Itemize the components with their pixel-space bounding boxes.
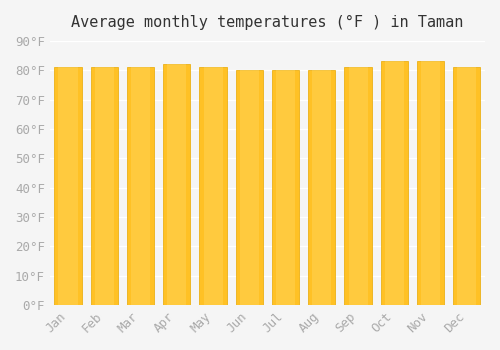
Bar [276, 70, 295, 305]
Bar [58, 67, 78, 305]
Bar [168, 64, 186, 305]
Bar [344, 67, 372, 305]
Bar [272, 70, 299, 305]
Bar [454, 67, 480, 305]
Bar [417, 62, 444, 305]
Bar [131, 67, 150, 305]
Bar [312, 70, 332, 305]
Bar [240, 70, 259, 305]
Bar [458, 67, 476, 305]
Bar [127, 67, 154, 305]
Bar [204, 67, 223, 305]
Bar [54, 67, 82, 305]
Bar [380, 62, 408, 305]
Bar [348, 67, 368, 305]
Bar [200, 67, 226, 305]
Bar [94, 67, 114, 305]
Bar [421, 62, 440, 305]
Bar [90, 67, 118, 305]
Bar [308, 70, 336, 305]
Title: Average monthly temperatures (°F ) in Taman: Average monthly temperatures (°F ) in Ta… [71, 15, 464, 30]
Bar [163, 64, 190, 305]
Bar [385, 62, 404, 305]
Bar [236, 70, 263, 305]
